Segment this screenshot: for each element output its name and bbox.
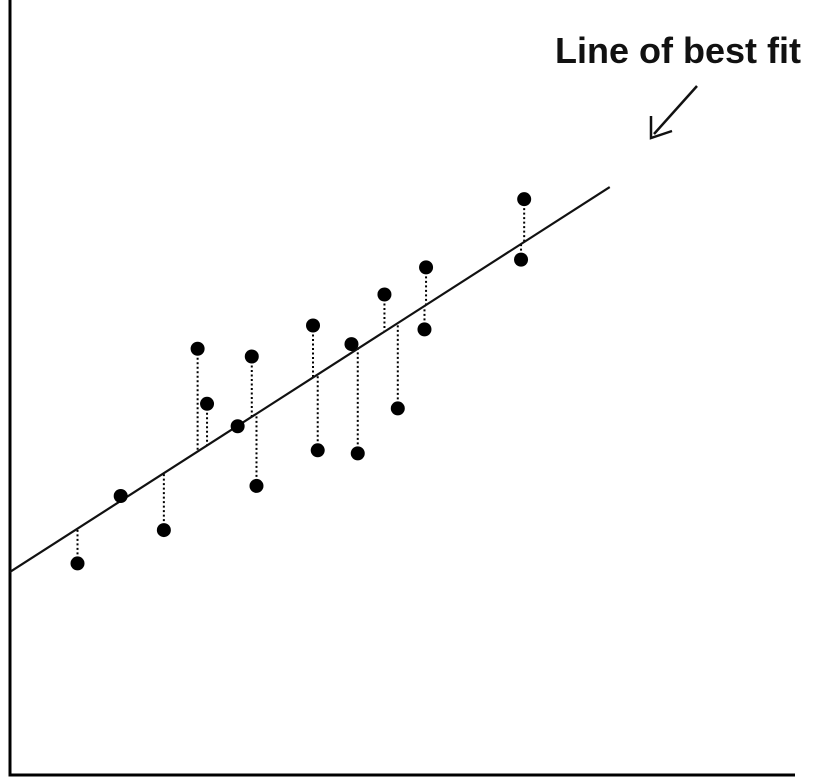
data-point xyxy=(377,287,392,302)
data-point xyxy=(156,523,171,538)
annotation: Line of best fit xyxy=(555,30,801,140)
residual-lines xyxy=(76,199,526,564)
data-point xyxy=(310,443,325,458)
annotation-arrow xyxy=(653,85,698,135)
data-point xyxy=(344,337,359,352)
data-points xyxy=(70,192,532,571)
data-point xyxy=(517,192,532,207)
data-point xyxy=(350,446,365,461)
data-point xyxy=(306,318,321,333)
data-point xyxy=(249,478,264,493)
data-point xyxy=(244,349,259,364)
data-point xyxy=(200,396,215,411)
annotation-label: Line of best fit xyxy=(555,30,801,71)
trend-line xyxy=(9,186,611,573)
axes xyxy=(8,0,795,777)
data-point xyxy=(417,322,432,337)
data-point xyxy=(190,341,205,356)
data-point xyxy=(70,556,85,571)
data-point xyxy=(113,489,128,503)
arrow-head-icon xyxy=(649,116,673,140)
data-point xyxy=(390,401,405,416)
trend-layer xyxy=(9,186,611,573)
data-point xyxy=(419,260,434,275)
data-point xyxy=(514,252,529,267)
data-point xyxy=(230,419,245,434)
